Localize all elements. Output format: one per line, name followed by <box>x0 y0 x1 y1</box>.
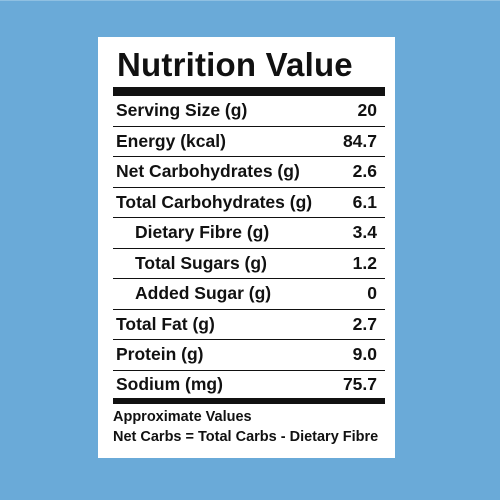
label-notes: Approximate Values Net Carbs = Total Car… <box>113 404 385 447</box>
nutrient-name: Serving Size (g) <box>116 100 248 121</box>
nutrient-value: 0 <box>367 283 377 304</box>
nutrient-value: 3.4 <box>352 222 377 243</box>
nutrient-name: Total Sugars (g) <box>135 252 267 273</box>
note-approximate: Approximate Values <box>113 408 252 425</box>
nutrient-name: Net Carbohydrates (g) <box>116 161 300 182</box>
nutrition-row: Dietary Fibre (g) 3.4 <box>113 218 385 249</box>
nutrient-value: 2.7 <box>352 313 377 334</box>
nutrient-name: Energy (kcal) <box>116 130 226 151</box>
nutrient-name: Protein (g) <box>116 344 204 365</box>
nutrition-row: Energy (kcal) 84.7 <box>113 127 385 157</box>
nutrient-name: Total Carbohydrates (g) <box>116 191 313 212</box>
nutrient-value: 20 <box>357 100 377 121</box>
note-net-carbs: Net Carbs = Total Carbs - Dietary Fibre <box>113 428 379 445</box>
nutrient-value: 1.2 <box>352 252 377 273</box>
nutrient-name: Dietary Fibre (g) <box>135 222 270 243</box>
nutrition-row: Total Fat (g) 2.7 <box>113 310 385 340</box>
nutrition-row: Net Carbohydrates (g) 2.6 <box>113 157 385 188</box>
nutrient-value: 2.6 <box>352 161 377 182</box>
nutrition-row: Total Carbohydrates (g) 6.1 <box>113 188 385 218</box>
nutrition-row: Serving Size (g) 20 <box>113 96 385 127</box>
nutrient-name: Total Fat (g) <box>116 313 215 334</box>
nutrition-label: Nutrition Value Serving Size (g) 20 Energy… <box>98 37 395 458</box>
nutrient-value: 6.1 <box>352 191 377 212</box>
nutrient-name: Sodium (mg) <box>116 373 223 394</box>
nutrition-row: Total Sugars (g) 1.2 <box>113 249 385 279</box>
nutrition-row: Protein (g) 9.0 <box>113 340 385 371</box>
nutrition-table: Serving Size (g) 20 Energy (kcal) 84.7 Net C… <box>113 96 385 404</box>
nutrient-value: 84.7 <box>342 130 377 151</box>
nutrient-value: 75.7 <box>342 373 377 394</box>
nutrition-row: Sodium (mg) 75.7 <box>113 371 385 404</box>
nutrition-row: Added Sugar (g) 0 <box>113 279 385 310</box>
nutrient-name: Added Sugar (g) <box>135 283 272 304</box>
label-title: Nutrition Value <box>113 45 385 96</box>
nutrient-value: 9.0 <box>352 344 377 365</box>
frame-edge <box>0 0 500 1</box>
